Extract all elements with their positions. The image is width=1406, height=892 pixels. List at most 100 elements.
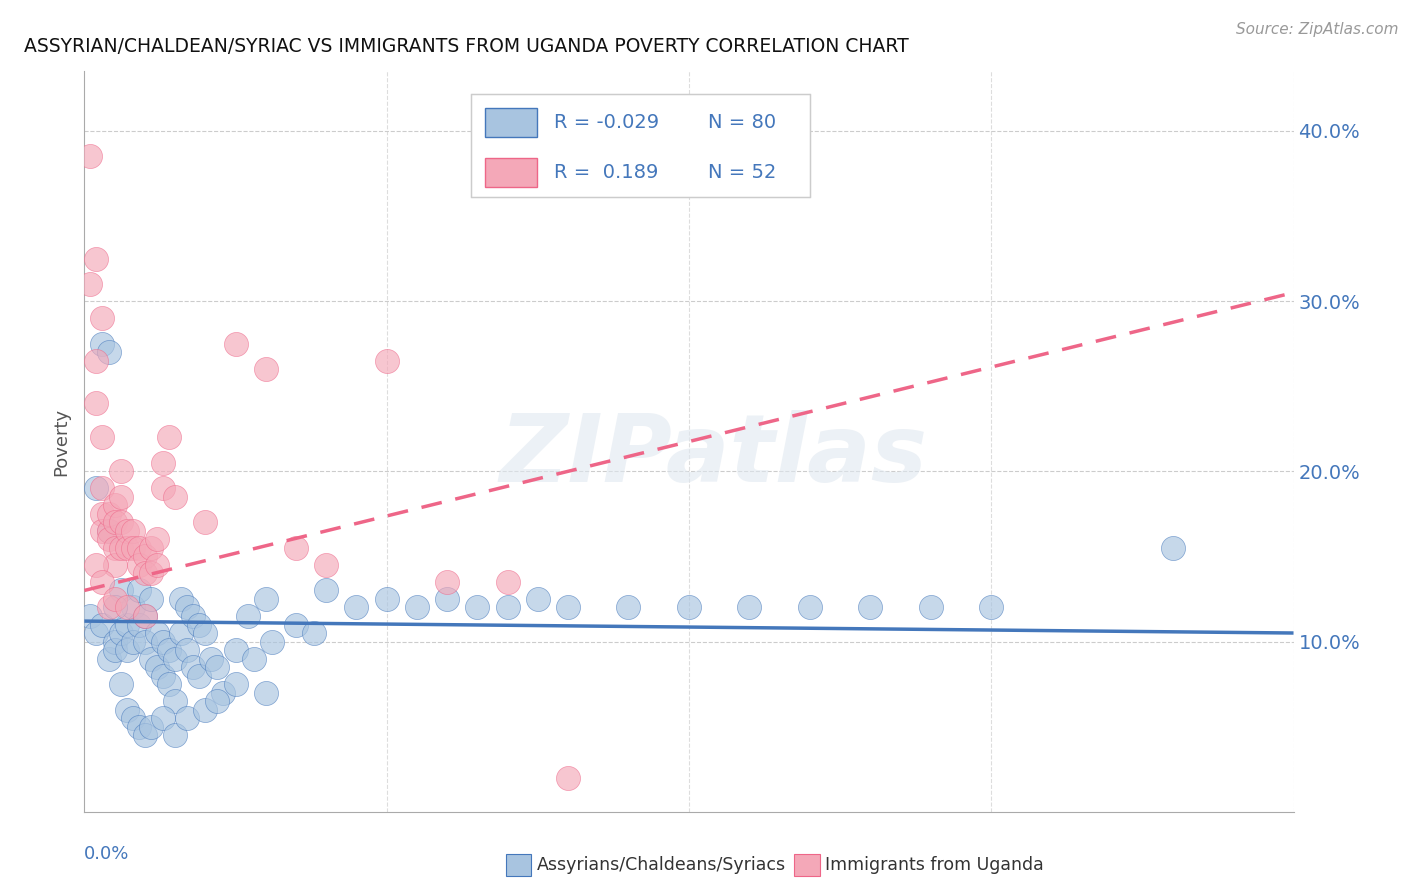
Point	[86, 558, 108, 572]
Point	[170, 626, 193, 640]
Point	[799, 600, 821, 615]
Point	[496, 574, 519, 589]
Point	[97, 651, 120, 665]
Point	[170, 591, 193, 606]
Point	[859, 600, 882, 615]
Point	[91, 430, 114, 444]
Point	[110, 490, 132, 504]
Point	[225, 336, 247, 351]
Point	[79, 149, 101, 163]
Point	[152, 481, 174, 495]
Point	[86, 481, 108, 495]
Point	[152, 456, 174, 470]
Point	[375, 591, 398, 606]
Point	[200, 651, 222, 665]
Point	[134, 549, 156, 564]
Point	[134, 566, 156, 581]
Point	[188, 617, 211, 632]
Point	[134, 634, 156, 648]
Point	[110, 626, 132, 640]
Point	[91, 311, 114, 326]
Point	[110, 464, 132, 478]
Point	[152, 711, 174, 725]
Point	[91, 507, 114, 521]
Point	[225, 677, 247, 691]
Point	[121, 524, 143, 538]
Point	[86, 353, 108, 368]
Point	[176, 600, 198, 615]
Point	[121, 711, 143, 725]
Point	[79, 277, 101, 292]
Point	[79, 609, 101, 624]
Point	[194, 626, 217, 640]
Point	[146, 626, 169, 640]
Point	[557, 600, 579, 615]
Point	[242, 651, 264, 665]
Text: 0.0%: 0.0%	[84, 845, 129, 863]
Point	[176, 643, 198, 657]
Point	[260, 634, 283, 648]
Point	[315, 558, 337, 572]
Point	[139, 541, 162, 555]
Point	[91, 481, 114, 495]
Point	[128, 583, 150, 598]
Point	[115, 617, 138, 632]
Point	[406, 600, 429, 615]
Point	[188, 668, 211, 682]
Point	[139, 566, 162, 581]
Point	[115, 541, 138, 555]
Point	[236, 609, 259, 624]
Point	[146, 533, 169, 547]
Point	[181, 609, 204, 624]
Point	[212, 685, 235, 699]
Point	[678, 600, 700, 615]
Point	[97, 524, 120, 538]
Point	[128, 617, 150, 632]
Point	[1161, 541, 1184, 555]
Point	[134, 609, 156, 624]
Point	[121, 634, 143, 648]
Point	[110, 677, 132, 691]
Point	[165, 694, 187, 708]
Point	[980, 600, 1002, 615]
Text: Assyrians/Chaldeans/Syriacs: Assyrians/Chaldeans/Syriacs	[537, 856, 786, 874]
Point	[152, 668, 174, 682]
Point	[285, 541, 308, 555]
Point	[121, 600, 143, 615]
Point	[467, 600, 489, 615]
Point	[110, 516, 132, 530]
Point	[157, 643, 180, 657]
Point	[181, 660, 204, 674]
Point	[139, 651, 162, 665]
Text: ZIPatlas: ZIPatlas	[499, 410, 927, 502]
Point	[436, 574, 458, 589]
Point	[104, 591, 127, 606]
Point	[115, 703, 138, 717]
Point	[91, 574, 114, 589]
Point	[134, 728, 156, 742]
Point	[194, 703, 217, 717]
Y-axis label: Poverty: Poverty	[52, 408, 70, 475]
Point	[165, 728, 187, 742]
Point	[104, 600, 127, 615]
Point	[285, 617, 308, 632]
Point	[104, 558, 127, 572]
Point	[91, 524, 114, 538]
Point	[207, 660, 229, 674]
Point	[617, 600, 640, 615]
Point	[128, 720, 150, 734]
Point	[920, 600, 942, 615]
Point	[146, 660, 169, 674]
Point	[86, 396, 108, 410]
Point	[139, 591, 162, 606]
Point	[97, 345, 120, 359]
Point	[302, 626, 325, 640]
Text: Source: ZipAtlas.com: Source: ZipAtlas.com	[1236, 22, 1399, 37]
Point	[527, 591, 550, 606]
Point	[97, 600, 120, 615]
Point	[110, 583, 132, 598]
Point	[152, 634, 174, 648]
Point	[97, 507, 120, 521]
Point	[738, 600, 761, 615]
Point	[157, 677, 180, 691]
